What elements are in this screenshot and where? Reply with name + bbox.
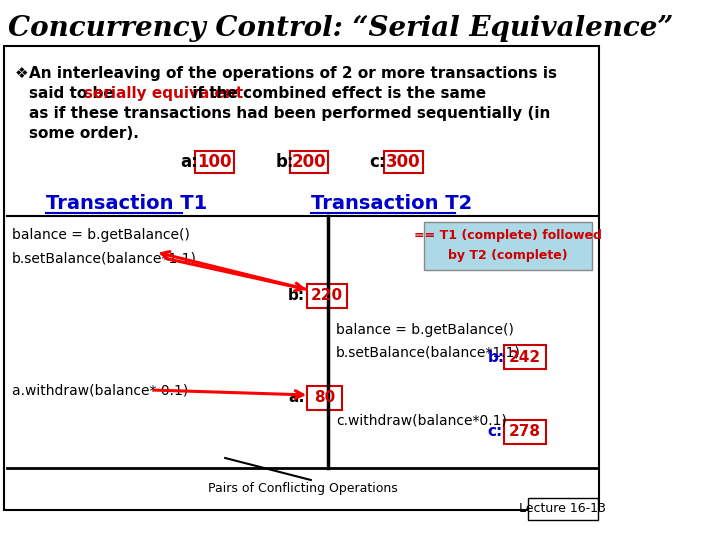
Text: 100: 100 bbox=[197, 153, 231, 171]
Bar bbox=[504, 420, 546, 444]
Text: b:: b: bbox=[487, 349, 505, 364]
Bar bbox=[307, 386, 342, 410]
Text: 300: 300 bbox=[386, 153, 420, 171]
Text: == T1 (complete) followed: == T1 (complete) followed bbox=[414, 228, 602, 241]
Text: balance = b.getBalance(): balance = b.getBalance() bbox=[12, 228, 189, 242]
Text: Pairs of Conflicting Operations: Pairs of Conflicting Operations bbox=[207, 482, 397, 495]
Bar bbox=[195, 151, 233, 173]
Text: b:: b: bbox=[288, 288, 305, 303]
Text: 220: 220 bbox=[311, 288, 343, 303]
Text: ❖: ❖ bbox=[14, 66, 28, 81]
Text: 200: 200 bbox=[292, 153, 326, 171]
Text: serially equivalent: serially equivalent bbox=[84, 86, 243, 101]
Text: said to be: said to be bbox=[30, 86, 120, 101]
Bar bbox=[4, 46, 599, 510]
Bar bbox=[307, 284, 347, 308]
Bar bbox=[384, 151, 423, 173]
Text: if the combined effect is the same: if the combined effect is the same bbox=[187, 86, 487, 101]
Bar bbox=[424, 222, 593, 270]
Text: b.setBalance(balance*1.1): b.setBalance(balance*1.1) bbox=[12, 252, 197, 266]
Text: c:: c: bbox=[369, 153, 386, 171]
Text: 242: 242 bbox=[509, 349, 541, 364]
Bar bbox=[290, 151, 328, 173]
Text: An interleaving of the operations of 2 or more transactions is: An interleaving of the operations of 2 o… bbox=[30, 66, 557, 81]
Text: c.withdraw(balance*0.1): c.withdraw(balance*0.1) bbox=[336, 413, 507, 427]
Text: balance = b.getBalance(): balance = b.getBalance() bbox=[336, 323, 514, 337]
Text: b.setBalance(balance*1.1): b.setBalance(balance*1.1) bbox=[336, 345, 521, 359]
Text: as if these transactions had been performed sequentially (in: as if these transactions had been perfor… bbox=[30, 106, 551, 121]
Text: b:: b: bbox=[276, 153, 294, 171]
Text: by T2 (complete): by T2 (complete) bbox=[449, 248, 568, 261]
Bar bbox=[504, 345, 546, 369]
Text: Concurrency Control: “Serial Equivalence”: Concurrency Control: “Serial Equivalence… bbox=[9, 15, 674, 42]
Text: Lecture 16-13: Lecture 16-13 bbox=[519, 503, 606, 516]
Text: Transaction T2: Transaction T2 bbox=[311, 194, 472, 213]
Text: 80: 80 bbox=[314, 390, 335, 406]
Text: c:: c: bbox=[487, 424, 503, 440]
Text: 278: 278 bbox=[509, 424, 541, 440]
Bar bbox=[528, 498, 598, 520]
Text: a:: a: bbox=[288, 390, 305, 406]
Text: some order).: some order). bbox=[30, 126, 139, 141]
Text: a.withdraw(balance* 0.1): a.withdraw(balance* 0.1) bbox=[12, 383, 188, 397]
Text: a:: a: bbox=[181, 153, 199, 171]
Text: Transaction T1: Transaction T1 bbox=[46, 194, 207, 213]
